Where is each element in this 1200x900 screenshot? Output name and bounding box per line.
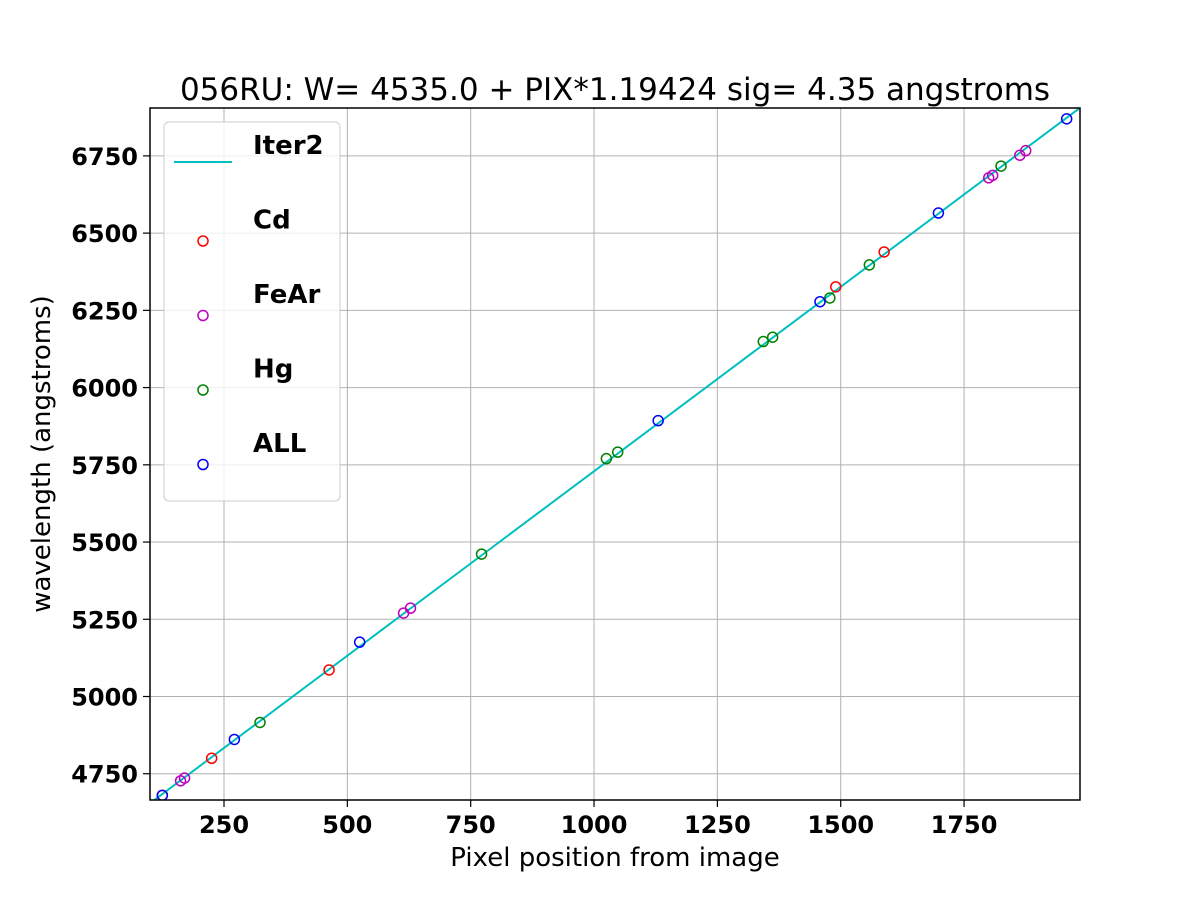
y-tick-label: 5250 [71,606,138,634]
legend-marker-hg [197,384,209,396]
point-all [652,414,664,427]
y-tick-label: 5750 [71,452,138,480]
point-hg [995,160,1007,172]
legend-label-hg: Hg [253,355,293,385]
legend-label-fear: FeAr [253,280,320,310]
x-tick-label: 500 [322,811,372,839]
point-cd [205,752,218,765]
point-hg [254,716,266,729]
point-hg [766,331,779,343]
point-cd [323,664,335,676]
plot-area [152,108,1080,800]
point-all [932,207,945,219]
chart-title: 056RU: W= 4535.0 + PIX*1.19424 sig= 4.35… [180,72,1050,108]
point-cd [878,246,890,258]
point-all [228,733,241,746]
point-hg [824,292,836,304]
legend-label-all: ALL [253,429,306,459]
legend-marker-fear [197,309,209,322]
point-cd [830,281,842,293]
x-tick-label: 1750 [931,811,998,839]
grid [150,108,1080,800]
x-tick-label: 1500 [807,811,874,839]
x-ticks: 250 500 750 1000 1250 1500 1750 [199,800,998,839]
y-tick-label: 6500 [71,220,138,248]
plot-frame [149,107,1081,801]
point-hg [863,259,876,271]
y-tick-label: 5500 [71,529,138,557]
point-all [1060,113,1073,125]
point-fear [1019,144,1032,157]
y-axis-label: wavelength (angstroms) [27,295,57,613]
x-tick-label: 1000 [561,811,628,839]
point-hg [611,446,624,458]
point-fear [986,169,999,182]
y-tick-label: 4750 [71,761,138,789]
x-axis-label: Pixel position from image [450,843,779,873]
y-ticks: 4750 5000 5250 5500 5750 6000 6250 6500 6750 [71,143,150,789]
point-all [353,636,366,648]
point-hg [600,452,613,465]
legend-marker-cd [197,235,209,247]
legend-label-cd: Cd [253,206,291,236]
point-all [156,789,169,800]
point-fear [404,602,417,614]
y-tick-label: 6250 [71,297,138,325]
point-all [814,295,826,308]
legend-marker-all [197,458,209,471]
legend-label-iter2: Iter2 [253,131,324,161]
x-tick-label: 1250 [684,811,751,839]
legend-box [163,121,341,502]
y-tick-label: 5000 [71,684,138,712]
x-tick-label: 250 [199,811,249,839]
point-hg [475,548,488,560]
legend: Iter2 Cd FeAr Hg ALL [163,121,341,502]
x-tick-label: 750 [446,811,496,839]
point-fear [178,772,191,784]
y-tick-label: 6750 [71,143,138,171]
point-hg [757,335,770,348]
y-tick-label: 6000 [71,375,138,403]
